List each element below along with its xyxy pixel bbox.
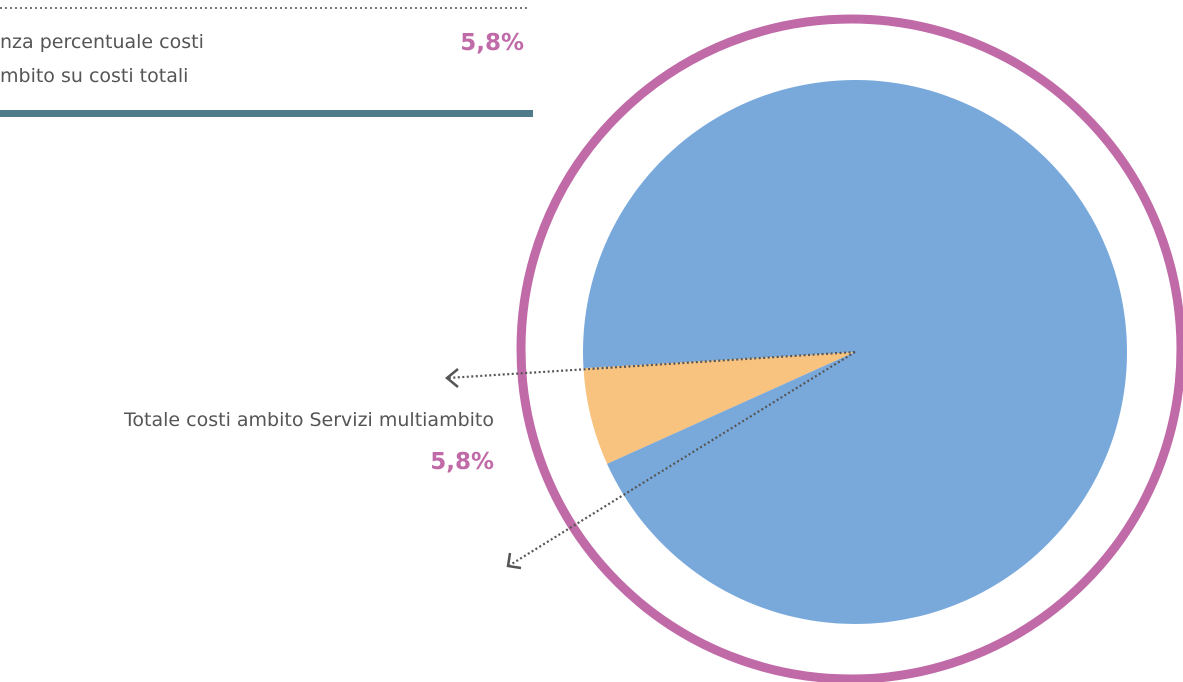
leader-line	[447, 350, 856, 380]
divider-bar	[0, 110, 533, 117]
arrow-head	[445, 368, 459, 388]
outer-ring	[516, 14, 1183, 682]
summary-label: nza percentuale costi	[0, 31, 204, 53]
pie-slice	[583, 352, 855, 464]
summary-value: 5,8%	[460, 30, 524, 56]
slice-value-label: 5,8%	[430, 449, 494, 475]
slice-label: Totale costi ambito Servizi multiambito	[123, 409, 494, 431]
leader-line	[509, 351, 856, 566]
arrow-head	[506, 552, 522, 570]
summary-label: mbito su costi totali	[0, 65, 188, 87]
